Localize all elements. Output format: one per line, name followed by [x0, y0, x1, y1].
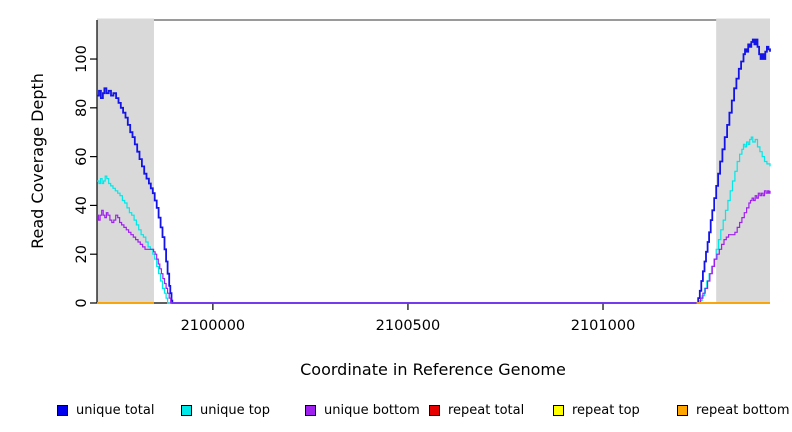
- y-axis-title: Read Coverage Depth: [28, 73, 47, 249]
- repeat-region-shade-0: [97, 18, 154, 303]
- legend-item-repeat-top: repeat top: [544, 404, 668, 417]
- legend-item-unique-bottom: unique bottom: [296, 404, 420, 417]
- legend-label: unique total: [76, 402, 155, 418]
- y-tick-label: 60: [74, 147, 90, 165]
- x-tick-label: 2101000: [571, 318, 636, 334]
- legend-swatch-icon: [57, 404, 68, 416]
- chart-legend: unique total unique top unique bottom repea…: [48, 399, 792, 421]
- legend-item-repeat-total: repeat total: [420, 404, 544, 417]
- legend-item-unique-total: unique total: [48, 404, 172, 417]
- y-tick-label: 0: [74, 298, 90, 307]
- y-tick-label: 80: [74, 99, 90, 117]
- legend-swatch-icon: [429, 404, 440, 416]
- y-tick-label: 20: [74, 245, 90, 263]
- legend-label: repeat total: [448, 402, 525, 418]
- series-unique-total: [97, 38, 771, 304]
- legend-label: repeat top: [572, 402, 640, 418]
- legend-swatch-icon: [181, 404, 192, 416]
- legend-swatch-icon: [305, 404, 316, 416]
- legend-swatch-icon: [677, 404, 688, 416]
- x-axis-title: Coordinate in Reference Genome: [300, 360, 566, 379]
- legend-label: repeat bottom: [696, 402, 790, 418]
- series-unique-bottom: [97, 190, 771, 304]
- legend-label: unique top: [200, 402, 271, 418]
- plot-layers: 2100000 2100500 2101000 0 20 40 60 80 100: [74, 18, 771, 334]
- x-tick-label: 2100500: [376, 318, 441, 334]
- legend-item-repeat-bottom: repeat bottom: [668, 404, 792, 417]
- legend-label: unique bottom: [324, 402, 420, 418]
- x-tick-label: 2100000: [181, 318, 246, 334]
- y-tick-label: 100: [74, 45, 90, 73]
- y-tick-label: 40: [74, 196, 90, 214]
- legend-item-unique-top: unique top: [172, 404, 296, 417]
- repeat-region-shade-1: [716, 18, 770, 303]
- series-unique-top: [97, 136, 771, 304]
- legend-swatch-icon: [553, 404, 564, 416]
